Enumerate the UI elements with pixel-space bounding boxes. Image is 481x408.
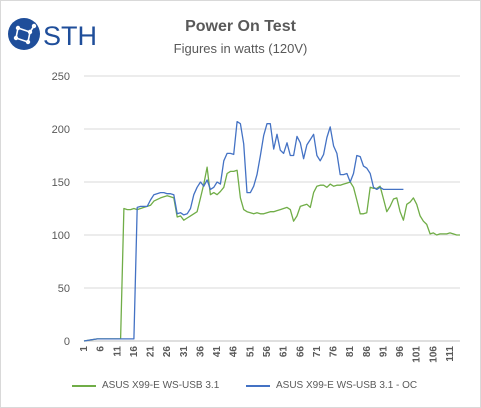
legend-swatch-series-1 (72, 384, 96, 387)
chart-subtitle: Figures in watts (120V) (173, 41, 308, 56)
x-tick-label-6: 6 (96, 346, 107, 352)
series-line-1 (83, 166, 460, 342)
x-tick-label-1: 1 (79, 346, 90, 352)
x-tick-label-46: 46 (229, 346, 240, 358)
x-tick-label-11: 11 (112, 346, 123, 357)
legend-label-series-2: ASUS X99-E WS-USB 3.1 - OC (276, 380, 418, 391)
x-tick-label-31: 31 (179, 346, 190, 358)
y-tick-label-0: 0 (64, 336, 70, 348)
x-tick-label-61: 61 (279, 346, 290, 358)
legend-label-series-1: ASUS X99-E WS-USB 3.1 (102, 380, 220, 391)
x-tick-label-76: 76 (329, 346, 340, 358)
x-tick-label-81: 81 (345, 346, 356, 358)
chart-title: Power On Test (185, 18, 296, 35)
x-tick-label-41: 41 (212, 346, 223, 358)
legend-item-series-1: ASUS X99-E WS-USB 3.1 (72, 380, 219, 391)
x-tick-label-91: 91 (378, 346, 389, 358)
x-tick-label-111: 111 (445, 346, 456, 362)
legend-item-series-2: ASUS X99-E WS-USB 3.1 - OC (246, 380, 417, 391)
x-tick-label-101: 101 (412, 346, 423, 363)
y-tick-label-50: 50 (58, 283, 70, 295)
x-tick-label-96: 96 (395, 346, 406, 358)
x-tick-label-21: 21 (146, 346, 157, 358)
x-tick-label-51: 51 (245, 346, 256, 358)
logo-text: STH (43, 21, 97, 51)
y-tick-label-200: 200 (52, 124, 70, 136)
y-tick-label-100: 100 (52, 230, 70, 242)
series-line-2 (83, 120, 404, 342)
x-tick-label-66: 66 (295, 346, 306, 358)
x-tick-label-71: 71 (312, 346, 323, 358)
y-tick-label-250: 250 (52, 71, 70, 83)
x-tick-label-86: 86 (362, 346, 373, 358)
sth-logo: STH (8, 18, 97, 51)
x-tick-label-106: 106 (428, 346, 439, 363)
x-tick-label-26: 26 (162, 346, 173, 358)
legend-swatch-series-2 (246, 384, 270, 387)
x-tick-label-36: 36 (195, 346, 206, 358)
x-tick-label-16: 16 (129, 346, 140, 358)
x-tick-label-56: 56 (262, 346, 273, 358)
y-tick-label-150: 150 (52, 177, 70, 189)
